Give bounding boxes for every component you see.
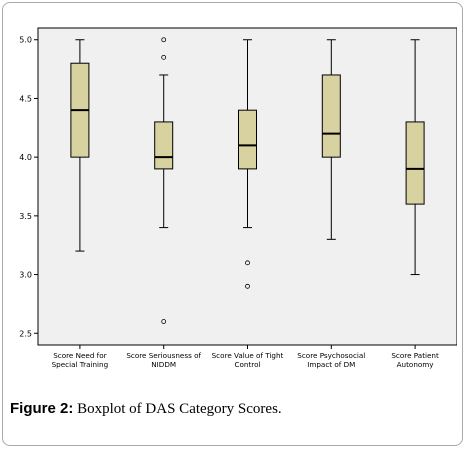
x-tick-label-line1: Score Psychosocial <box>297 351 365 360</box>
boxplot-chart: 5.0 4.5 4.0 3.5 3.0 2.5 Score Need for Special … <box>10 10 458 395</box>
figure-caption: Figure 2: Boxplot of DAS Category Scores… <box>10 400 282 418</box>
y-tick-label: 3.5 <box>19 212 32 221</box>
caption-text: Boxplot of DAS Category Scores. <box>73 401 282 417</box>
y-tick-label: 2.5 <box>19 329 32 338</box>
outlier-point <box>161 37 167 43</box>
x-tick-label-line1: Score Seriousness of <box>126 351 201 360</box>
y-tick-label: 4.5 <box>19 94 32 103</box>
x-tick-label-line1: Score Patient <box>391 351 439 360</box>
x-tick-label-line2: Special Training <box>52 360 109 369</box>
x-tick-label-line2: Autonomy <box>397 360 435 369</box>
y-tick-label: 4.0 <box>19 153 32 162</box>
x-tick-label-line1: Score Value of Tight <box>212 351 284 360</box>
y-tick-label: 3.0 <box>19 271 32 280</box>
outlier-point <box>161 54 167 60</box>
box <box>405 121 425 205</box>
x-tick-label-line2: NIDDM <box>151 360 176 369</box>
x-tick-label-line2: Impact of DM <box>307 360 355 369</box>
x-tick-label-line1: Score Need for <box>53 351 106 360</box>
box <box>238 109 257 170</box>
x-tick-label-line2: Control <box>235 360 261 369</box>
chart-svg: 5.0 4.5 4.0 3.5 3.0 2.5 Score Need forSpecial … <box>19 27 458 369</box>
outlier-point <box>161 319 167 324</box>
box <box>321 74 341 158</box>
outlier-point <box>245 283 250 289</box>
outlier-point <box>245 260 250 266</box>
y-tick-label: 5.0 <box>19 36 32 45</box>
caption-label: Figure 2: <box>10 400 74 417</box>
box <box>154 121 174 170</box>
